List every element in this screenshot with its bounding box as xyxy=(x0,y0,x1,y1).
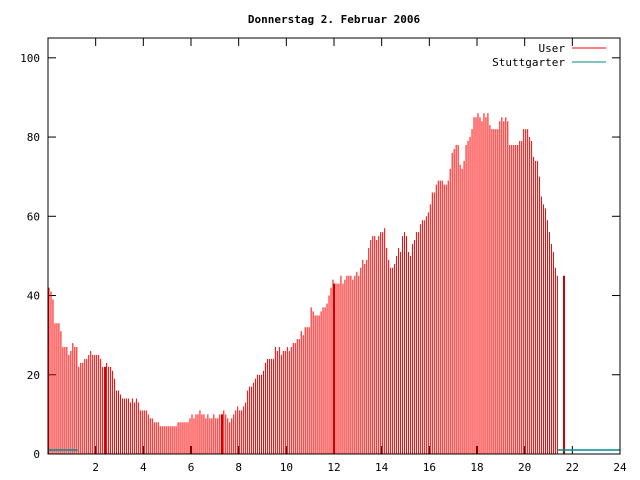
x-tick-label: 4 xyxy=(140,461,147,474)
x-tick-label: 20 xyxy=(518,461,531,474)
x-tick-label: 24 xyxy=(613,461,627,474)
y-tick-label: 60 xyxy=(27,210,40,223)
y-tick-label: 100 xyxy=(20,52,40,65)
x-tick-label: 18 xyxy=(470,461,483,474)
y-tick-label: 20 xyxy=(27,369,40,382)
x-tick-label: 6 xyxy=(188,461,195,474)
x-tick-label: 16 xyxy=(423,461,436,474)
legend-label-user: User xyxy=(539,42,566,55)
legend-label-stuttgarter: Stuttgarter xyxy=(492,56,565,69)
x-tick-label: 22 xyxy=(566,461,579,474)
user-series-bars xyxy=(48,113,558,454)
y-tick-label: 40 xyxy=(27,290,40,303)
vertical-markers xyxy=(104,275,565,454)
y-tick-label: 80 xyxy=(27,131,40,144)
x-tick-label: 14 xyxy=(375,461,389,474)
x-tick-label: 10 xyxy=(280,461,293,474)
x-tick-label: 8 xyxy=(235,461,242,474)
y-tick-label: 0 xyxy=(33,448,40,461)
plot-frame xyxy=(47,37,621,455)
legend: User Stuttgarter xyxy=(492,42,606,69)
x-tick-label: 12 xyxy=(327,461,340,474)
chart-title: Donnerstag 2. Februar 2006 xyxy=(248,13,421,26)
x-tick-label: 2 xyxy=(92,461,99,474)
